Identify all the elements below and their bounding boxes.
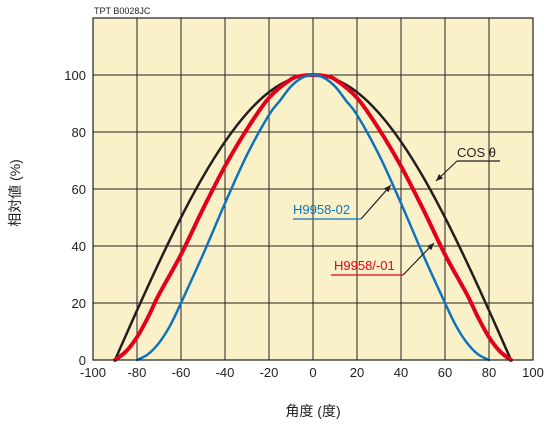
- y-tick-label: 100: [64, 68, 86, 83]
- x-tick-label: -100: [80, 365, 106, 380]
- x-tick-label: 40: [394, 365, 408, 380]
- x-tick-label: 100: [522, 365, 544, 380]
- x-tick-labels: -100 -80 -60 -40 -20 0 20 40 60 80 100: [80, 365, 544, 380]
- x-tick-label: -20: [260, 365, 279, 380]
- x-tick-label: -60: [172, 365, 191, 380]
- series-lines: [113, 73, 513, 362]
- h9958-02-label: H9958-02: [293, 202, 350, 217]
- x-tick-label: 60: [438, 365, 452, 380]
- x-tick-label: -80: [128, 365, 147, 380]
- y-tick-label: 0: [79, 353, 86, 368]
- leader-arrowhead: [426, 243, 434, 251]
- leader-arrowhead: [384, 185, 391, 193]
- h9958-02-line: [135, 73, 491, 362]
- leader-arrowhead: [436, 174, 444, 181]
- y-tick-label: 80: [72, 125, 86, 140]
- plot-frame: [92, 17, 534, 361]
- y-tick-label: 20: [72, 296, 86, 311]
- x-tick-label: -40: [216, 365, 235, 380]
- cos-theta-label: COS θ: [457, 145, 496, 160]
- leader-line: [360, 184, 392, 220]
- figure-code: TPT B0028JC: [94, 6, 151, 16]
- leader-line: [402, 242, 435, 276]
- x-tick-label: 80: [482, 365, 496, 380]
- y-axis-title: 相対値 (%): [7, 159, 23, 227]
- y-tick-label: 60: [72, 182, 86, 197]
- series-labels: COS θ H9958/-01 H9958-02: [293, 145, 500, 276]
- h9958-01-label: H9958/-01: [334, 258, 395, 273]
- x-axis-title: 角度 (度): [285, 403, 340, 419]
- y-tick-labels: 0 20 40 60 80 100: [64, 68, 86, 368]
- y-tick-label: 40: [72, 239, 86, 254]
- x-tick-label: 20: [350, 365, 364, 380]
- x-tick-label: 0: [309, 365, 316, 380]
